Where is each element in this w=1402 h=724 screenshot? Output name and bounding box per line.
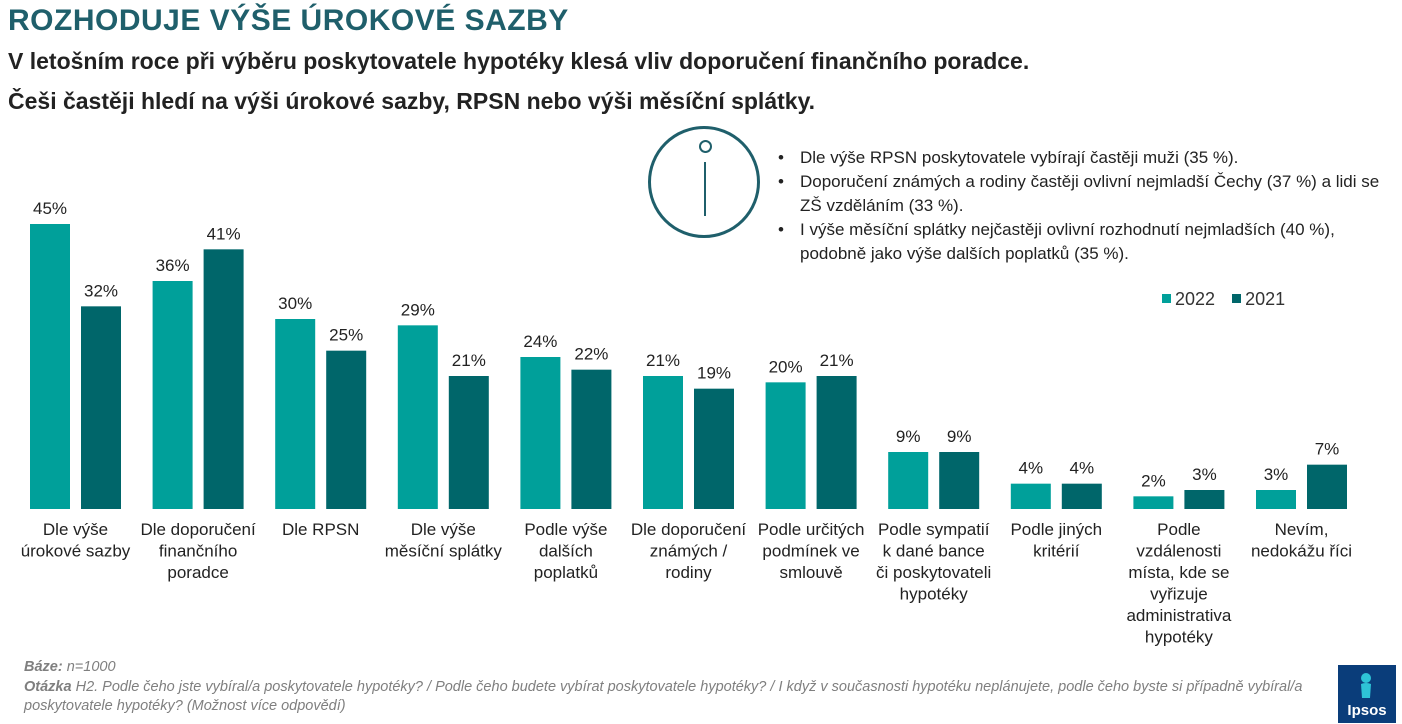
data-label-2021-3: 21% — [452, 351, 486, 370]
logo-figure-icon — [1361, 673, 1371, 698]
data-label-2021-7: 9% — [947, 427, 972, 446]
data-label-2021-5: 19% — [697, 364, 731, 383]
page-title: ROZHODUJE VÝŠE ÚROKOVÉ SAZBY — [8, 4, 569, 37]
category-label-6: Podle určitých podmínek ve smlouvě — [758, 520, 865, 582]
footer-question-label: Otázka — [24, 679, 72, 695]
category-label-2: Dle RPSN — [282, 520, 359, 539]
bar-2022-1 — [152, 281, 193, 509]
bar-2021-7 — [939, 452, 980, 509]
bar-chart: 45% 32% Dle výše úrokové sazby 36% 41% Dle dop… — [21, 199, 1352, 647]
subtitle-line-2: Češi častěji hledí na výši úrokové sazby… — [8, 88, 816, 114]
category-label-4: Podle výše dalších poplatků — [524, 520, 607, 582]
data-label-2022-4: 24% — [523, 332, 557, 351]
data-label-2022-6: 20% — [769, 357, 803, 376]
data-label-2021-9: 3% — [1192, 465, 1217, 484]
data-label-2021-8: 4% — [1070, 459, 1095, 478]
legend-swatch-2021 — [1232, 294, 1242, 303]
subtitle-line-1: V letošním roce při výběru poskytovatele… — [8, 48, 1030, 74]
footer-base-label: Báze: — [24, 659, 63, 675]
data-label-2021-4: 22% — [574, 345, 608, 364]
bar-2022-2 — [275, 319, 316, 509]
data-label-2022-3: 29% — [401, 300, 435, 319]
data-label-2021-1: 41% — [207, 224, 241, 243]
info-icon — [648, 126, 760, 238]
data-label-2021-6: 21% — [820, 351, 854, 370]
bar-2021-9 — [1184, 490, 1225, 509]
bar-2022-7 — [888, 452, 929, 509]
category-label-10: Nevím, nedokážu říci — [1251, 520, 1352, 561]
insight-note: I výše měsíční splátky nejčastěji ovlivn… — [776, 218, 1396, 266]
logo-text: Ipsos — [1347, 702, 1387, 719]
bar-2021-3 — [448, 376, 489, 509]
legend-label-2021: 2021 — [1245, 289, 1286, 309]
bar-2022-9 — [1133, 496, 1174, 509]
data-label-2022-0: 45% — [33, 199, 67, 218]
bar-2021-10 — [1307, 464, 1347, 509]
category-label-7: Podle sympatií k dané bance či poskytovate… — [876, 520, 991, 604]
bar-2021-2 — [326, 350, 367, 509]
category-label-1: Dle doporučení finančního poradce — [140, 520, 256, 582]
bar-2021-4 — [571, 369, 612, 509]
legend-label-2022: 2022 — [1175, 289, 1216, 309]
insight-notes: Dle výše RPSN poskytovatele vybírají čas… — [776, 146, 1396, 266]
category-label-0: Dle výše úrokové sazby — [21, 520, 131, 561]
category-label-9: Podle vzdálenosti místa, kde se vyřizuje adm… — [1126, 520, 1231, 647]
info-icon-stem — [704, 162, 706, 216]
category-label-3: Dle výše měsíční splátky — [385, 520, 503, 561]
category-label-5: Dle doporučení známých / rodiny — [631, 520, 747, 582]
data-label-2021-0: 32% — [84, 281, 118, 300]
footer-question-text: H2. Podle čeho jste vybíral/a poskytovat… — [24, 679, 1303, 714]
category-label-8: Podle jiných kritérií — [1010, 520, 1102, 561]
bar-2021-8 — [1061, 483, 1102, 509]
bar-2022-10 — [1256, 490, 1296, 509]
bar-2022-5 — [643, 376, 683, 509]
info-icon-dot — [699, 140, 712, 153]
footer-base-value: n=1000 — [66, 659, 116, 675]
insight-note: Doporučení známých a rodiny častěji ovli… — [776, 170, 1396, 218]
data-label-2022-9: 2% — [1141, 471, 1166, 490]
data-label-2022-7: 9% — [896, 427, 921, 446]
data-label-2022-10: 3% — [1264, 465, 1289, 484]
footer-base: Báze: n=1000 — [24, 659, 116, 675]
data-label-2022-5: 21% — [646, 351, 680, 370]
legend-item-2021: 2021 — [1232, 289, 1285, 309]
data-label-2022-1: 36% — [156, 256, 190, 275]
footer-question: Otázka H2. Podle čeho jste vybíral/a pos… — [24, 678, 1324, 716]
ipsos-logo: Ipsos — [1338, 665, 1396, 723]
legend-swatch-2022 — [1162, 294, 1171, 303]
chart-legend: 2022 2021 — [1162, 289, 1297, 310]
data-label-2021-10: 7% — [1315, 440, 1340, 459]
legend-item-2022: 2022 — [1162, 289, 1215, 309]
data-label-2022-8: 4% — [1019, 459, 1044, 478]
data-label-2022-2: 30% — [278, 294, 312, 313]
bar-2022-6 — [765, 382, 806, 509]
bar-2022-3 — [397, 325, 438, 509]
insight-note: Dle výše RPSN poskytovatele vybírají čas… — [776, 146, 1396, 170]
bar-2022-0 — [30, 224, 70, 509]
data-label-2021-2: 25% — [329, 326, 363, 345]
bar-2021-5 — [694, 388, 734, 509]
bar-2021-6 — [816, 376, 857, 509]
bar-2021-1 — [203, 249, 244, 510]
bar-2021-0 — [81, 306, 121, 509]
bar-2022-4 — [520, 357, 561, 509]
bar-2022-8 — [1010, 483, 1051, 509]
